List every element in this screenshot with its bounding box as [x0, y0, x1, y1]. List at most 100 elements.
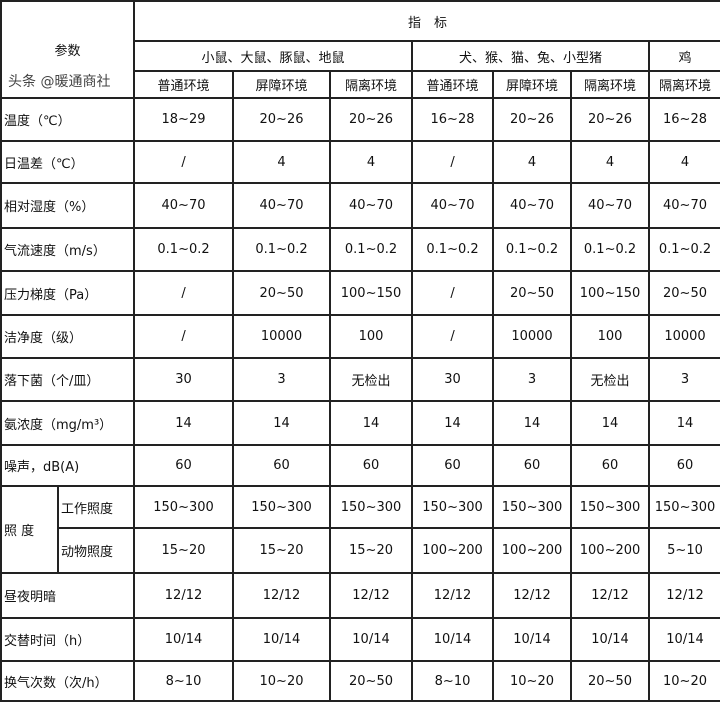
- table-cell: /: [411, 270, 495, 316]
- table-cell: 20~50: [570, 660, 651, 702]
- table-cell: 10/14: [492, 617, 573, 662]
- indicator-header: 指 标: [133, 0, 720, 42]
- table-row: 日温差（℃）/4 4/4 4 4: [0, 140, 720, 184]
- table-cell: 40~70: [232, 182, 332, 229]
- table-cell: 16~28: [648, 97, 720, 142]
- table-cell: 14: [133, 400, 235, 446]
- table-row: 照 度工作照度 150~300 150~300 150~300 150~300 150~3…: [0, 485, 720, 574]
- row-label: 氨浓度（mg/m³）: [0, 400, 136, 446]
- table-cell: 12/12: [232, 572, 332, 619]
- table-cell: 3: [648, 357, 720, 402]
- table-cell: 60: [570, 444, 651, 487]
- table-cell: 0.1~0.2: [648, 227, 720, 272]
- table-cell: 100: [570, 314, 651, 359]
- table-cell: 40~70: [329, 182, 414, 229]
- row-label: 日温差（℃）: [0, 140, 136, 184]
- table-cell: 100: [329, 314, 414, 359]
- table-cell: 100~200: [570, 527, 651, 574]
- row-label: 温度（℃）: [0, 97, 136, 142]
- table-cell: 60: [648, 444, 720, 487]
- group-header-mammals: 犬、猴、猫、兔、小型猪: [411, 40, 651, 72]
- table-cell: 100~200: [492, 527, 573, 574]
- table-cell: 40~70: [570, 182, 651, 229]
- table-cell: 0.1~0.2: [329, 227, 414, 272]
- table-cell: 20~26: [232, 97, 332, 142]
- table-row: 动物照度 15~20 15~20 15~20 100~200 100~200 100~200…: [1, 527, 720, 574]
- environment-header: 隔离环境: [329, 70, 414, 99]
- table-row: 洁净度（级）/10000 100/10000 100 10000: [0, 314, 720, 359]
- table-cell: 12/12: [492, 572, 573, 619]
- table-cell: 20~26: [329, 97, 414, 142]
- table-cell: 10~20: [232, 660, 332, 702]
- row-label: 换气次数（次/h）: [0, 660, 136, 702]
- table-cell: 15~20: [329, 527, 414, 574]
- table-cell: 20~50: [492, 270, 573, 316]
- table-cell: /: [133, 314, 235, 359]
- table-cell: /: [411, 314, 495, 359]
- table-cell: 10~20: [492, 660, 573, 702]
- table-row: 氨浓度（mg/m³） 14 14 14 14 14 14 14: [0, 400, 720, 446]
- table-cell: 4: [329, 140, 414, 184]
- table-row: 落下菌（个/皿） 30 3 无检出 30 3 无检出 3: [0, 357, 720, 402]
- table-cell: 14: [411, 400, 495, 446]
- table-cell: 16~28: [411, 97, 495, 142]
- table-row: 温度（℃） 18~29 20~26 20~26 16~28 20~26 20~26 16~28: [0, 97, 720, 142]
- environment-header: 隔离环境: [570, 70, 651, 99]
- table-cell: 4: [492, 140, 573, 184]
- row-label: 昼夜明暗: [0, 572, 136, 619]
- param-header: 参数: [0, 0, 136, 99]
- table-cell: 12/12: [411, 572, 495, 619]
- table-cell: 0.1~0.2: [492, 227, 573, 272]
- table-cell: 40~70: [492, 182, 573, 229]
- table-cell: 20~50: [232, 270, 332, 316]
- table-cell: 150~300: [648, 485, 720, 529]
- row-label: 压力梯度（Pa）: [0, 270, 136, 316]
- row-label: 气流速度（m/s）: [0, 227, 136, 272]
- table-cell: 无检出: [570, 357, 651, 402]
- table-cell: 14: [329, 400, 414, 446]
- environment-header: 屏障环境: [232, 70, 332, 99]
- table-cell: 3: [232, 357, 332, 402]
- table-cell: 5~10: [648, 527, 720, 574]
- table-row: 交替时间（h） 10/14 10/14 10/14 10/14 10/14 10/14 10/…: [0, 617, 720, 662]
- table-cell: 60: [133, 444, 235, 487]
- row-label: 交替时间（h）: [0, 617, 136, 662]
- table-cell: 150~300: [570, 485, 651, 529]
- table-cell: /: [133, 270, 235, 316]
- table-cell: 60: [232, 444, 332, 487]
- table-cell: 60: [329, 444, 414, 487]
- table-cell: 0.1~0.2: [232, 227, 332, 272]
- table-cell: 15~20: [232, 527, 332, 574]
- illuminance-label: 照 度: [0, 485, 59, 574]
- table-row: 昼夜明暗 12/12 12/12 12/12 12/12 12/12 12/12 12/12: [0, 572, 720, 619]
- table-cell: 10000: [232, 314, 332, 359]
- table-cell: 100~200: [411, 527, 495, 574]
- table-cell: 0.1~0.2: [411, 227, 495, 272]
- table-cell: 10000: [648, 314, 720, 359]
- table-row: 换气次数（次/h） 8~10 10~20 20~50 8~10 10~20 20~50 10~…: [0, 660, 720, 702]
- table-cell: 150~300: [133, 485, 235, 529]
- table-cell: 10/14: [232, 617, 332, 662]
- table-cell: 12/12: [570, 572, 651, 619]
- row-label: 相对湿度（%）: [0, 182, 136, 229]
- table-cell: 30: [411, 357, 495, 402]
- table-cell: 10/14: [648, 617, 720, 662]
- table-cell: 150~300: [232, 485, 332, 529]
- table-cell: 14: [492, 400, 573, 446]
- table-cell: 15~20: [133, 527, 235, 574]
- table-cell: 150~300: [411, 485, 495, 529]
- table-row: 相对湿度（%） 40~70 40~70 40~70 40~70 40~70 40~70 40~…: [0, 182, 720, 229]
- table-cell: 100~150: [570, 270, 651, 316]
- table-cell: 40~70: [411, 182, 495, 229]
- table-cell: 20~50: [648, 270, 720, 316]
- environment-header: 隔离环境: [648, 70, 720, 99]
- table-row: 气流速度（m/s） 0.1~0.2 0.1~0.2 0.1~0.2 0.1~0.2 0.1…: [0, 227, 720, 272]
- table-cell: 20~26: [492, 97, 573, 142]
- table-cell: 40~70: [133, 182, 235, 229]
- table-cell: 40~70: [648, 182, 720, 229]
- group-header-rodents: 小鼠、大鼠、豚鼠、地鼠: [133, 40, 414, 72]
- table-cell: 12/12: [329, 572, 414, 619]
- table-cell: 12/12: [133, 572, 235, 619]
- table-cell: /: [411, 140, 495, 184]
